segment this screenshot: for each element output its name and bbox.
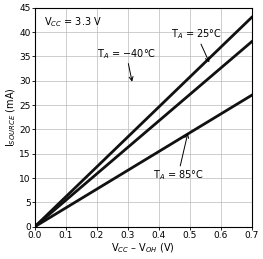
Text: T$_A$ = 25°C: T$_A$ = 25°C bbox=[171, 27, 222, 61]
Text: T$_A$ = 85°C: T$_A$ = 85°C bbox=[153, 134, 204, 183]
Text: T$_A$ = −40°C: T$_A$ = −40°C bbox=[97, 47, 156, 81]
Y-axis label: I$_{SOURCE}$ (mA): I$_{SOURCE}$ (mA) bbox=[4, 87, 18, 147]
X-axis label: V$_{CC}$ – V$_{OH}$ (V): V$_{CC}$ – V$_{OH}$ (V) bbox=[111, 241, 175, 255]
Text: V$_{CC}$ = 3.3 V: V$_{CC}$ = 3.3 V bbox=[44, 15, 102, 29]
